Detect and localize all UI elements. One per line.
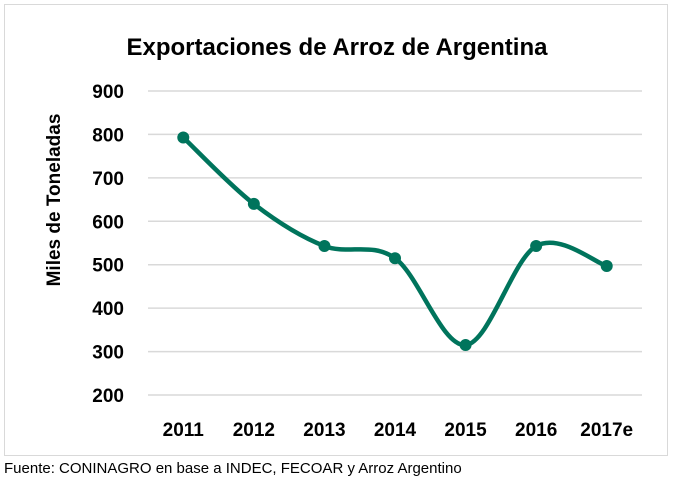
data-point-2014 [389, 252, 401, 265]
y-tick-label: 200 [92, 386, 124, 407]
y-axis-ticks: 900 800 700 600 500 400 300 200 [92, 82, 124, 407]
x-tick-label: 2017e [580, 420, 633, 441]
x-tick-label: 2016 [515, 420, 557, 441]
source-note: Fuente: CONINAGRO en base a INDEC, FECOA… [4, 460, 462, 477]
gridlines [148, 90, 642, 396]
x-tick-label: 2012 [233, 420, 275, 441]
chart-frame: Exportaciones de Arroz de Argentina Mile… [4, 4, 668, 456]
y-axis-label: Miles de Toneladas [44, 114, 65, 287]
x-tick-label: 2015 [444, 420, 487, 441]
x-tick-label: 2013 [303, 420, 345, 441]
y-tick-label: 800 [92, 125, 124, 146]
data-point-2017e [600, 260, 613, 273]
y-tick-label: 500 [92, 256, 124, 277]
series-layer [177, 131, 613, 352]
y-tick-label: 700 [92, 169, 124, 190]
data-point-2015 [459, 339, 472, 352]
data-point-2013 [318, 240, 331, 253]
x-tick-label: 2011 [163, 420, 205, 441]
data-point-2012 [247, 197, 260, 210]
x-tick-label: 2014 [374, 420, 417, 441]
series-line [181, 135, 609, 348]
x-axis-ticks: 2011 2012 2013 2014 2015 2016 2017e [163, 420, 633, 441]
y-tick-label: 600 [92, 212, 124, 233]
y-tick-label: 400 [92, 299, 124, 320]
y-tick-label: 300 [92, 343, 124, 364]
y-tick-label: 900 [92, 82, 124, 103]
chart-title: Exportaciones de Arroz de Argentina [127, 34, 549, 61]
data-point-2016 [530, 240, 543, 253]
data-point-2011 [177, 131, 190, 144]
line-chart: Exportaciones de Arroz de Argentina Mile… [44, 34, 642, 441]
